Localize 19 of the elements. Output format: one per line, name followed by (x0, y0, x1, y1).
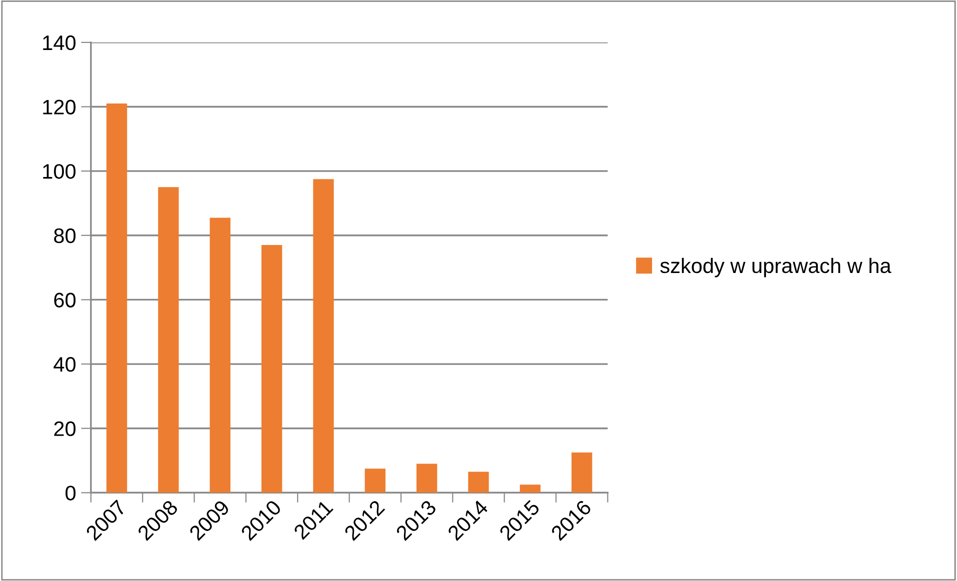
bar (313, 179, 334, 493)
bar (416, 464, 438, 493)
bar (261, 245, 282, 493)
bar (468, 472, 489, 493)
legend-label: szkody w uprawach w ha (660, 258, 892, 278)
bar (210, 218, 230, 493)
bar (520, 484, 541, 493)
y-tick-label: 20 (54, 421, 76, 436)
y-tick-label: 0 (66, 486, 76, 500)
bar (106, 104, 128, 493)
y-tick-label: 100 (43, 164, 76, 179)
y-tick-label: 40 (54, 357, 76, 372)
y-tick-label: 140 (43, 35, 76, 50)
bar (572, 452, 592, 493)
y-tick-label: 120 (43, 100, 76, 114)
bar (158, 187, 179, 493)
y-tick-label: 60 (54, 292, 76, 308)
bar (364, 468, 386, 493)
y-tick-label: 80 (54, 228, 76, 244)
